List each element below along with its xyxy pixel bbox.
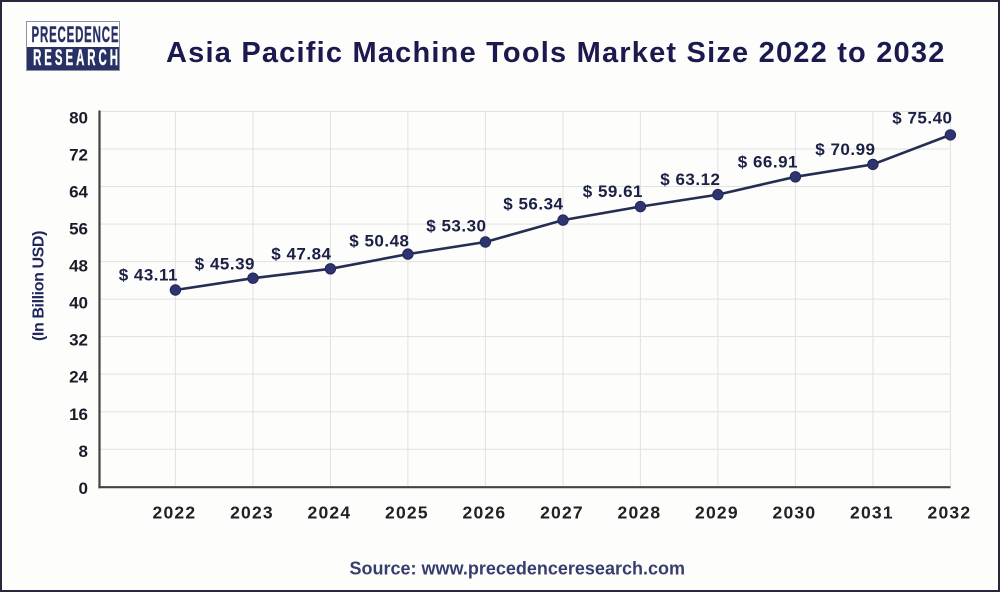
svg-text:2031: 2031 bbox=[850, 503, 894, 523]
svg-text:$ 63.12: $ 63.12 bbox=[660, 170, 720, 189]
svg-text:48: 48 bbox=[69, 257, 88, 276]
svg-text:2029: 2029 bbox=[695, 503, 739, 523]
svg-text:$ 59.61: $ 59.61 bbox=[583, 182, 643, 201]
svg-text:2023: 2023 bbox=[230, 503, 274, 523]
svg-text:80: 80 bbox=[69, 109, 88, 128]
svg-text:$ 47.84: $ 47.84 bbox=[271, 244, 331, 263]
svg-text:2024: 2024 bbox=[308, 503, 352, 523]
svg-text:2030: 2030 bbox=[773, 503, 817, 523]
svg-text:64: 64 bbox=[69, 183, 88, 202]
svg-text:40: 40 bbox=[69, 294, 88, 313]
svg-text:2026: 2026 bbox=[463, 503, 507, 523]
svg-text:$ 45.39: $ 45.39 bbox=[195, 255, 255, 274]
svg-text:2032: 2032 bbox=[928, 503, 972, 523]
svg-text:0: 0 bbox=[79, 479, 88, 498]
svg-text:$ 56.34: $ 56.34 bbox=[503, 195, 563, 214]
svg-text:2027: 2027 bbox=[540, 503, 584, 523]
svg-text:8: 8 bbox=[79, 442, 88, 461]
svg-text:56: 56 bbox=[69, 220, 88, 239]
svg-text:$ 50.48: $ 50.48 bbox=[349, 231, 409, 250]
svg-text:2028: 2028 bbox=[618, 503, 662, 523]
svg-text:$ 53.30: $ 53.30 bbox=[426, 217, 486, 236]
svg-text:24: 24 bbox=[69, 368, 88, 387]
svg-text:(In Billion USD): (In Billion USD) bbox=[31, 231, 48, 341]
svg-text:32: 32 bbox=[69, 331, 88, 350]
svg-text:$ 75.40: $ 75.40 bbox=[892, 109, 952, 128]
svg-text:2022: 2022 bbox=[153, 503, 197, 523]
svg-text:16: 16 bbox=[69, 405, 88, 424]
svg-text:72: 72 bbox=[69, 146, 88, 165]
svg-text:$ 43.11: $ 43.11 bbox=[119, 266, 178, 285]
svg-text:$ 70.99: $ 70.99 bbox=[815, 140, 875, 159]
svg-text:2025: 2025 bbox=[385, 503, 429, 523]
svg-text:$ 66.91: $ 66.91 bbox=[738, 153, 798, 172]
svg-text:Source: www.precedenceresearch: Source: www.precedenceresearch.com bbox=[350, 558, 685, 578]
